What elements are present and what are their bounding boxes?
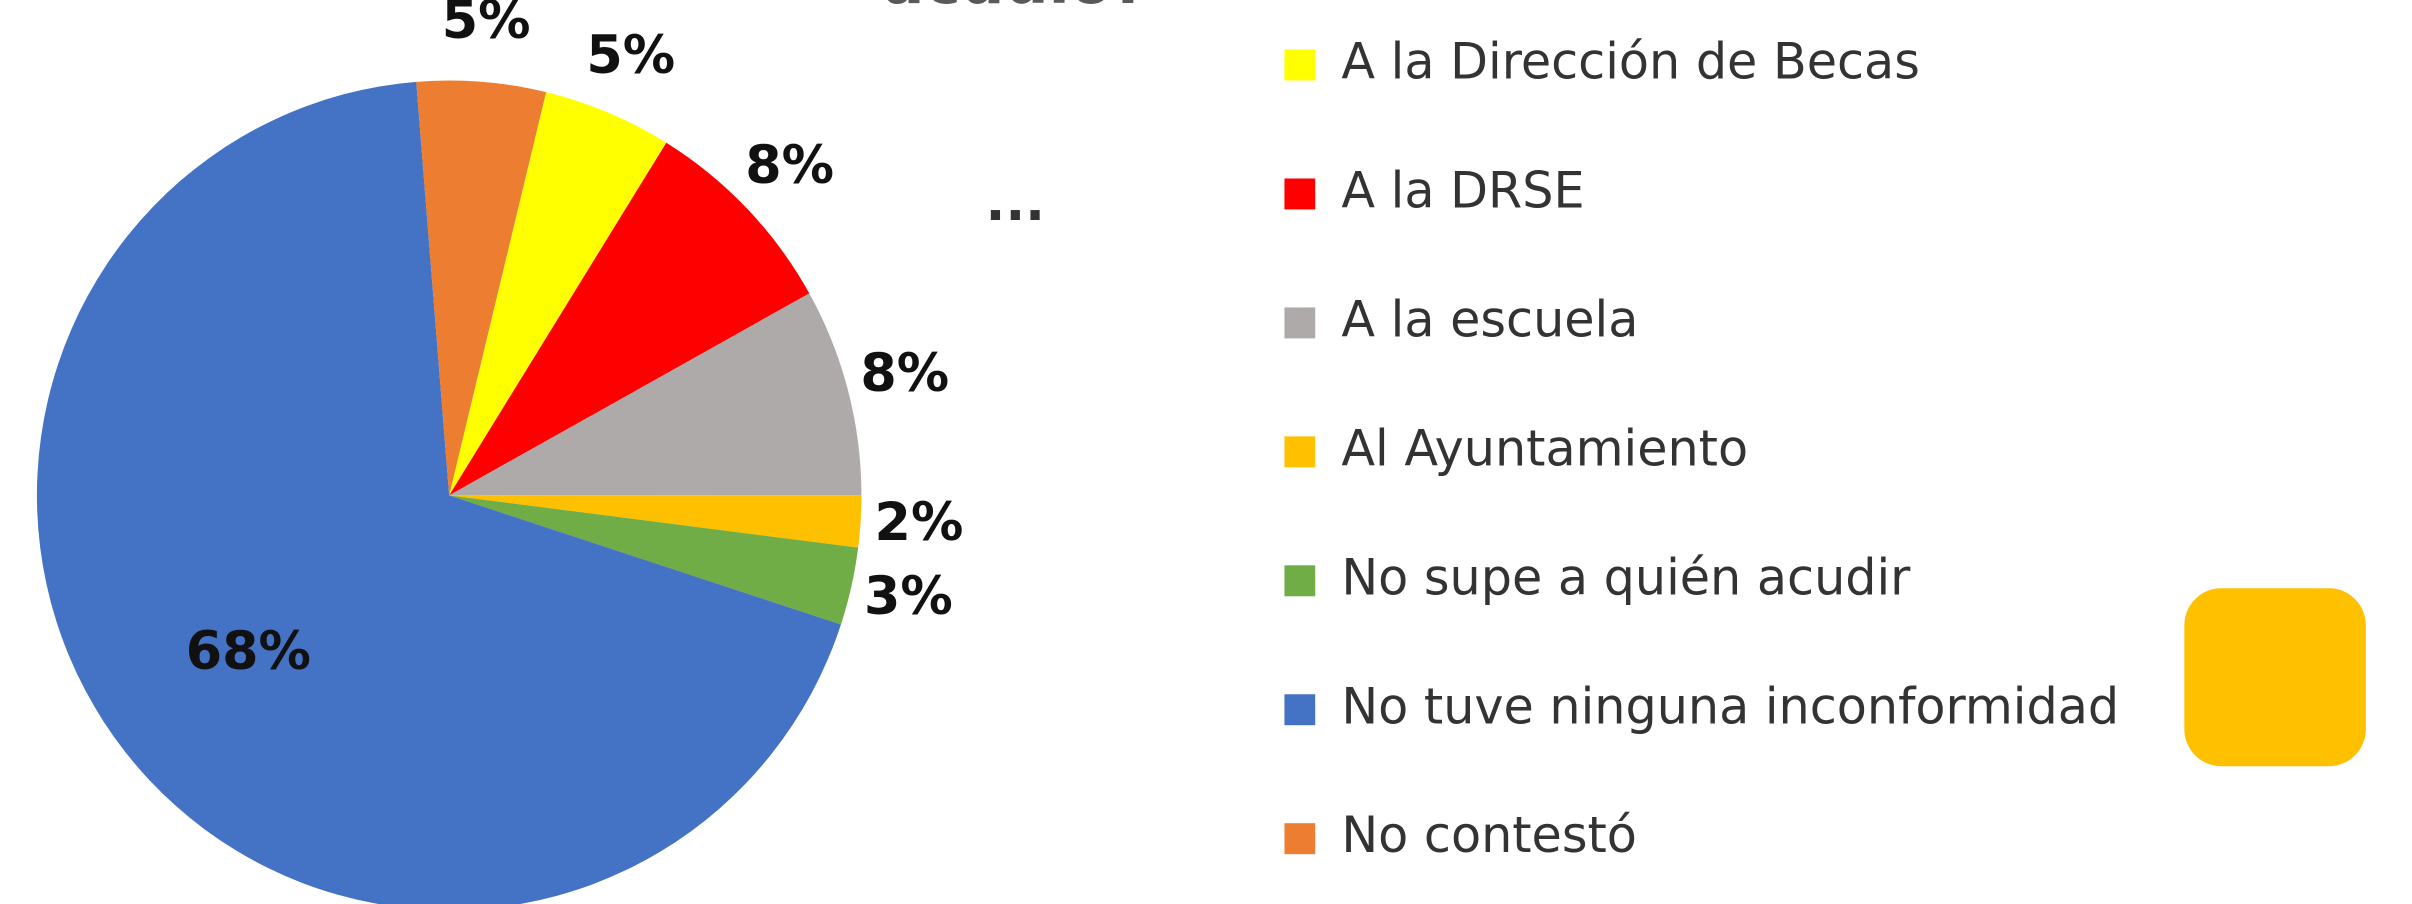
pie-slice: [416, 80, 547, 496]
pie-slice: [449, 293, 862, 496]
legend-label: No contestó: [1341, 806, 1636, 864]
note: ...: [985, 172, 1045, 233]
legend-label: Al Ayuntamiento: [1341, 419, 1748, 477]
legend-swatch: [1284, 694, 1316, 726]
legend-swatch: [1284, 436, 1316, 468]
pie-slice: [449, 495, 862, 548]
legend-swatch: [1284, 307, 1316, 339]
pie-slice: [449, 495, 859, 625]
legend-label: A la DRSE: [1341, 161, 1584, 219]
data-label: 8%: [860, 343, 949, 404]
legend-label: A la escuela: [1341, 290, 1638, 348]
data-label: 3%: [864, 566, 953, 627]
data-label: 68%: [186, 621, 311, 682]
chart-title: acudio?: [883, 0, 1148, 18]
legend-swatch: [1284, 823, 1316, 855]
legend-swatch: [1284, 565, 1316, 597]
legend-label: No supe a quién acudir: [1341, 548, 1911, 606]
legend-swatch: [1284, 49, 1316, 81]
data-label: 8%: [745, 135, 834, 196]
data-label: 2%: [875, 492, 964, 553]
legend-label: No tuve ninguna inconformidad: [1341, 677, 2119, 735]
decoration: [2184, 588, 2366, 767]
legend-swatch: [1284, 178, 1316, 210]
pie-slice: [449, 142, 810, 496]
data-label: 5%: [442, 0, 531, 51]
legend-label: A la Dirección de Becas: [1341, 32, 1919, 90]
data-label: 5%: [586, 25, 675, 86]
pie-slice: [36, 81, 841, 904]
pie-slice: [449, 92, 667, 496]
